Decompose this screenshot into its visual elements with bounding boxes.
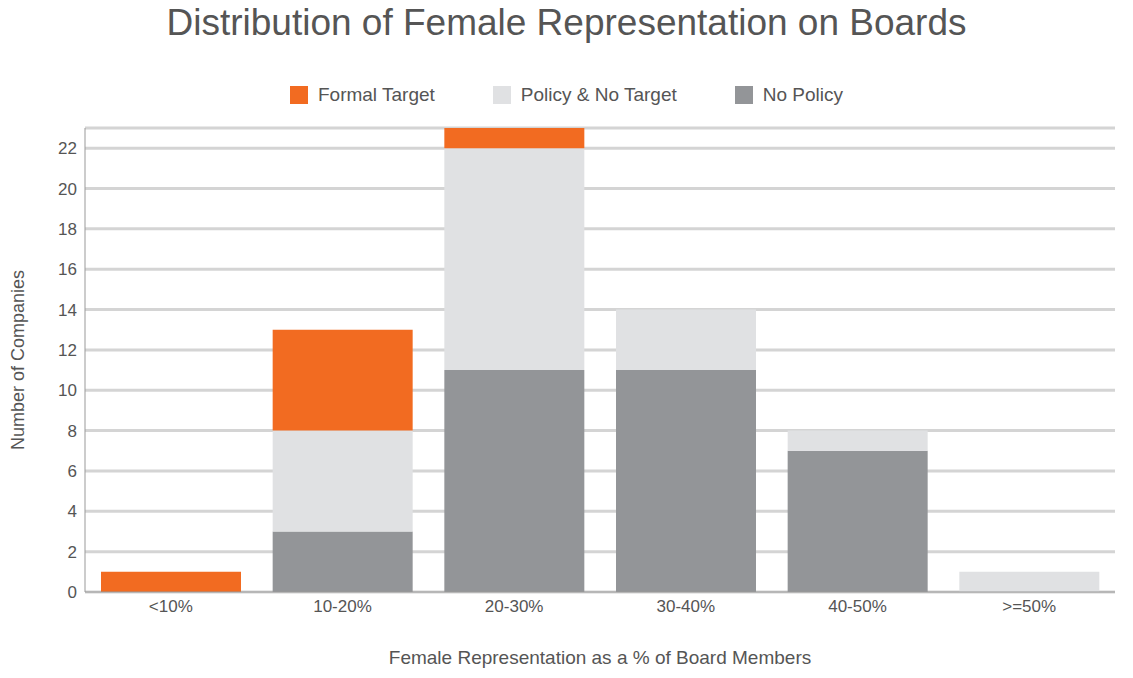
html-text:Distribution of Female Represe: Distribution of Female Representation on…: [166, 2, 967, 43]
svg-text:0: 0: [68, 583, 77, 602]
svg-text:18: 18: [58, 220, 77, 239]
svg-text:16: 16: [58, 260, 77, 279]
html-text:Formal Target: Formal Target: [318, 84, 435, 105]
svg-text:14: 14: [58, 301, 77, 320]
svg-text:>=50%: >=50%: [1002, 597, 1056, 616]
svg-text:30-40%: 30-40%: [657, 597, 716, 616]
svg-text:<10%: <10%: [149, 597, 193, 616]
html-text:No Policy: No Policy: [762, 84, 843, 105]
html-text:Number of Companies: Number of Companies: [7, 270, 28, 450]
svg-text:20-30%: 20-30%: [485, 597, 544, 616]
html-text:Policy & No Target: Policy & No Target: [520, 84, 677, 105]
svg-text:10-20%: 10-20%: [313, 597, 372, 616]
svg-text:6: 6: [68, 462, 77, 481]
svg-text:12: 12: [58, 341, 77, 360]
svg-text:2: 2: [68, 543, 77, 562]
svg-text:10: 10: [58, 381, 77, 400]
svg-text:22: 22: [58, 139, 77, 158]
svg-text:Female Representation as a % o: Female Representation as a % of Board Me…: [389, 647, 811, 668]
svg-text:4: 4: [68, 502, 77, 521]
svg-text:40-50%: 40-50%: [828, 597, 887, 616]
svg-text:20: 20: [58, 180, 77, 199]
svg-text:8: 8: [68, 422, 77, 441]
